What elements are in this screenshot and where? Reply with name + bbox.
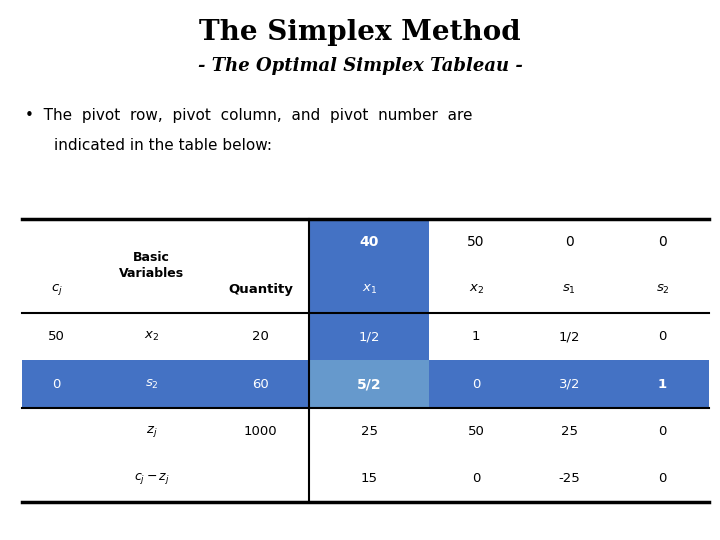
Text: 20: 20 bbox=[252, 330, 269, 343]
Text: Quantity: Quantity bbox=[228, 283, 293, 296]
Text: 25: 25 bbox=[561, 425, 578, 438]
Text: $c_j - z_j$: $c_j - z_j$ bbox=[134, 471, 170, 486]
Text: 0: 0 bbox=[658, 472, 667, 485]
Text: 0: 0 bbox=[565, 235, 574, 249]
Bar bbox=[212, 361, 309, 408]
Text: 50: 50 bbox=[48, 330, 65, 343]
Text: $z_j$: $z_j$ bbox=[146, 424, 158, 439]
Bar bbox=[91, 361, 212, 408]
Bar bbox=[523, 361, 616, 408]
Text: 1/2: 1/2 bbox=[559, 330, 580, 343]
Text: $s_2$: $s_2$ bbox=[145, 377, 158, 390]
Text: 0: 0 bbox=[658, 235, 667, 249]
Text: $s_2$: $s_2$ bbox=[656, 283, 670, 296]
Text: 0: 0 bbox=[658, 330, 667, 343]
Text: $x_1$: $x_1$ bbox=[361, 283, 377, 296]
Text: 0: 0 bbox=[53, 377, 60, 390]
Text: 60: 60 bbox=[252, 377, 269, 390]
Text: Basic
Variables: Basic Variables bbox=[120, 252, 184, 280]
Text: $x_2$: $x_2$ bbox=[144, 330, 159, 343]
Text: 50: 50 bbox=[468, 425, 485, 438]
Text: 3/2: 3/2 bbox=[559, 377, 580, 390]
Text: 0: 0 bbox=[658, 425, 667, 438]
Text: $x_2$: $x_2$ bbox=[469, 283, 484, 296]
Text: $s_1$: $s_1$ bbox=[562, 283, 576, 296]
Text: - The Optimal Simplex Tableau -: - The Optimal Simplex Tableau - bbox=[197, 57, 523, 75]
Text: 0: 0 bbox=[472, 377, 480, 390]
Text: 0: 0 bbox=[472, 472, 480, 485]
Text: -25: -25 bbox=[559, 472, 580, 485]
Bar bbox=[430, 361, 523, 408]
Text: $c_j$: $c_j$ bbox=[50, 282, 63, 297]
Text: •  The  pivot  row,  pivot  column,  and  pivot  number  are: • The pivot row, pivot column, and pivot… bbox=[25, 108, 473, 123]
Text: 50: 50 bbox=[467, 235, 485, 249]
Text: 5/2: 5/2 bbox=[357, 377, 382, 391]
Text: 40: 40 bbox=[359, 235, 379, 249]
Bar bbox=[309, 313, 430, 361]
Text: indicated in the table below:: indicated in the table below: bbox=[54, 138, 272, 153]
Text: 15: 15 bbox=[361, 472, 378, 485]
Bar bbox=[309, 361, 430, 408]
Text: 25: 25 bbox=[361, 425, 378, 438]
Bar bbox=[616, 361, 709, 408]
Text: 1000: 1000 bbox=[243, 425, 277, 438]
Text: 1: 1 bbox=[472, 330, 480, 343]
Bar bbox=[309, 266, 430, 313]
Bar bbox=[22, 361, 91, 408]
Text: 1/2: 1/2 bbox=[359, 330, 380, 343]
Text: The Simplex Method: The Simplex Method bbox=[199, 19, 521, 46]
Bar bbox=[309, 219, 430, 266]
Text: 1: 1 bbox=[658, 377, 667, 390]
